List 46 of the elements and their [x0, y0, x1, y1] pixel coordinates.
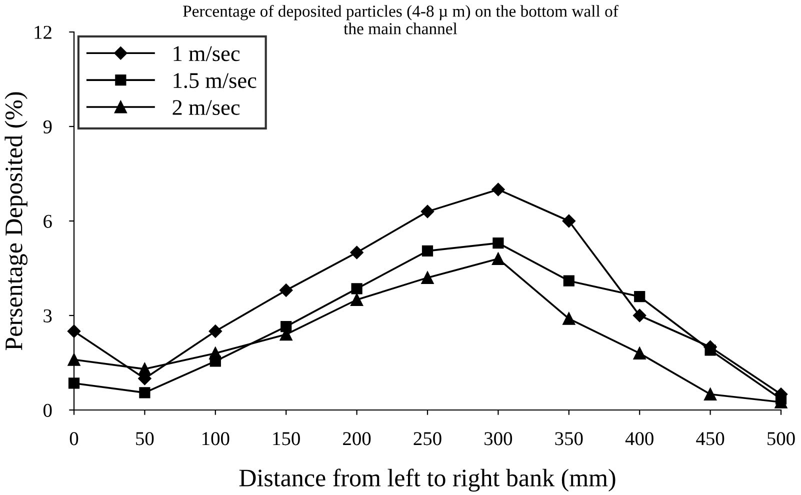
point [492, 182, 505, 196]
y-tick-label: 3 [44, 309, 52, 322]
x-axis-title: Distance from left to right bank (mm) [239, 468, 616, 492]
x-tick-label: 500 [768, 432, 795, 446]
point [492, 237, 504, 249]
legend-label: 1 m/sec [174, 46, 240, 62]
point [704, 388, 717, 400]
point [562, 312, 576, 325]
chart-title: Percentage of deposited particles (4-8 µ m) on the bottom wall of the main channel [183, 4, 618, 34]
x-tick-label: 0 [70, 432, 78, 446]
point [421, 271, 434, 284]
x-tick-label: 100 [202, 432, 230, 446]
point [350, 294, 364, 306]
point [350, 246, 364, 260]
point [492, 252, 504, 266]
point [68, 378, 80, 389]
x-tick-label: 200 [343, 432, 371, 446]
point [563, 275, 574, 286]
point [562, 214, 576, 228]
y-tick-label: 12 [34, 26, 52, 39]
point [420, 204, 434, 218]
point [633, 308, 646, 322]
legend-label: 1.5 m/sec [174, 73, 256, 88]
point [139, 387, 150, 398]
x-tick-label: 300 [484, 432, 512, 446]
point [210, 356, 221, 367]
point [280, 284, 293, 297]
point [351, 283, 362, 294]
x-tick-label: 150 [273, 432, 300, 446]
x-tick-label: 350 [555, 432, 583, 446]
y-axis-title: Persentage Deposited (%) [4, 92, 28, 350]
y-tick-label: 6 [44, 214, 52, 228]
x-tick-label: 50 [136, 432, 154, 446]
x-tick-label: 250 [414, 432, 442, 446]
legend-label: 2 m/sec [172, 100, 240, 116]
point [68, 353, 80, 366]
y-tick-label: 9 [43, 120, 52, 134]
point [280, 320, 292, 332]
y-tick-label: 0 [43, 404, 52, 417]
point [422, 245, 434, 256]
x-tick-label: 450 [696, 432, 724, 446]
point [634, 291, 646, 302]
point [208, 324, 222, 338]
point [633, 347, 646, 360]
point [67, 324, 81, 338]
x-tick-label: 400 [625, 432, 654, 446]
